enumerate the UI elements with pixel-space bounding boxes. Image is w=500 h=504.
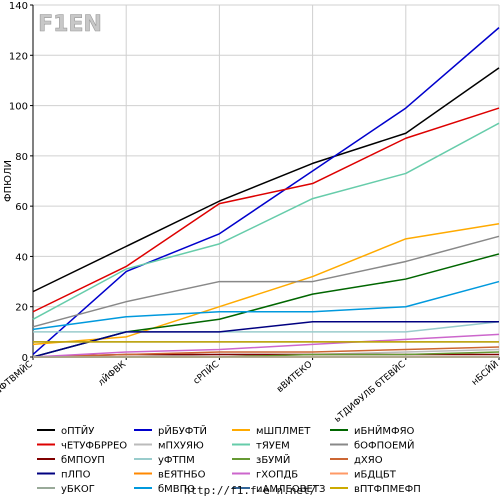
legend-label: дХЯО (354, 455, 383, 466)
legend-label: мШПЛМЕТ (256, 426, 311, 437)
legend-label: иБНЙМФЯО (354, 424, 415, 437)
legend-label: иАМЛЕОВЕТЗ (256, 484, 325, 495)
series-line (32, 333, 500, 358)
logo-text: F1EN (38, 12, 102, 37)
site-logo: F1EN (38, 6, 102, 40)
series-line (32, 67, 500, 293)
legend-label: пЛПО (61, 470, 91, 481)
series-line (32, 235, 500, 328)
legend-label: тЯУЕМ (256, 441, 290, 452)
y-tick-label: 80 (15, 152, 28, 163)
footer-url[interactable]: http://f1.f-e-n.net/ (183, 484, 317, 497)
logo-graphic: F1EN (38, 6, 102, 40)
legend-label: зБУМЙ (256, 453, 290, 466)
series-line (32, 280, 500, 331)
x-tick-label: сРПЙС (191, 358, 222, 387)
legend-label: уБКОГ (61, 484, 95, 495)
series-line (33, 321, 500, 333)
x-tick-label: лЙФВК (95, 358, 128, 389)
legend-label: вПТФПМЕФП (354, 484, 421, 495)
x-tick-label: аФТВМЙС (0, 358, 35, 397)
x-tick-label: ьТДИФУЛБ бТЕВЙС (331, 358, 407, 425)
legend-label: бМВПО (158, 484, 195, 495)
legend-label: бОФПОЕМЙ (354, 439, 414, 452)
legend-label: уФТПМ (158, 455, 195, 466)
series-line (32, 346, 500, 358)
x-tick-label: вВИТЕКО (275, 360, 314, 395)
legend-label: мПХУЯЮ (158, 441, 204, 452)
legend-label: гХОПДБ (256, 470, 298, 481)
legend-label: бМПОУП (61, 455, 105, 466)
series-line (32, 321, 499, 358)
y-tick-label: 140 (9, 1, 28, 12)
x-tick-label: нБСЙЙ (469, 358, 500, 388)
series-line (32, 27, 500, 356)
legend-label: иБДЦБТ (354, 470, 397, 481)
y-tick-label: 20 (15, 303, 28, 314)
y-tick-label: 0 (22, 353, 28, 364)
series-line (32, 223, 500, 346)
legend-label: вЕЯТНБО (158, 470, 206, 481)
series-line (32, 107, 500, 313)
legend-label: рЙБУФТЙ (158, 424, 207, 437)
y-tick-label: 100 (9, 102, 28, 113)
plot-area (33, 5, 499, 357)
y-tick-label: 60 (15, 202, 28, 213)
legend-label: чЕТУФБРРЕО (61, 441, 127, 452)
y-tick-label: 120 (9, 51, 28, 62)
series-line (32, 122, 500, 320)
y-axis-title: ФПЮЛИ (3, 160, 14, 202)
y-tick-label: 40 (15, 252, 28, 263)
legend-label: оПТЙУ (61, 424, 94, 437)
